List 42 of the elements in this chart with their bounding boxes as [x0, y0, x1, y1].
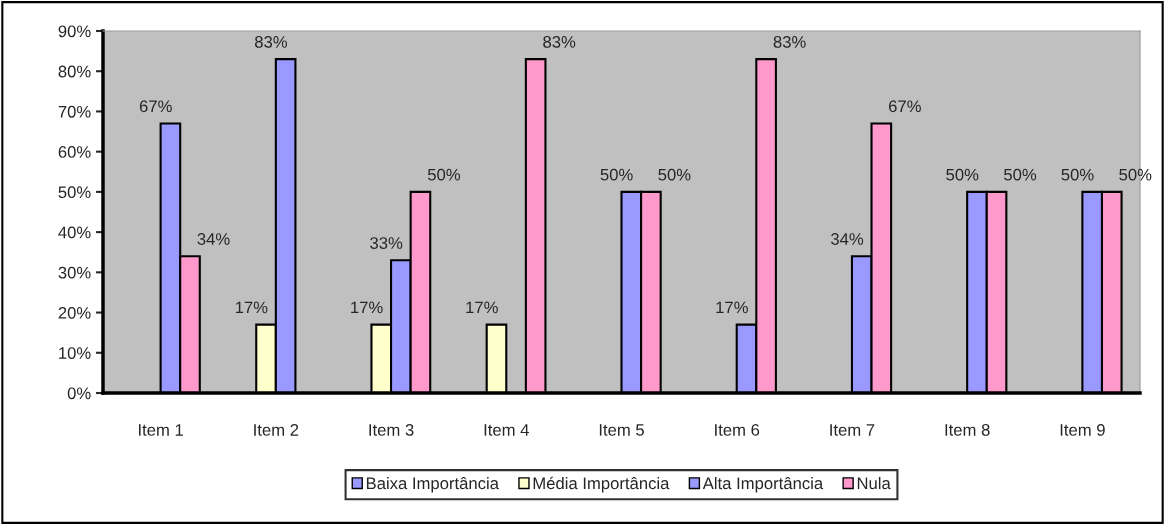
- x-tick-label: Item 5: [599, 424, 644, 436]
- data-label: 83%: [773, 36, 806, 48]
- y-tick-label: 70%: [58, 105, 91, 118]
- y-tick-label: 20%: [58, 306, 91, 319]
- data-label: 50%: [658, 168, 691, 181]
- x-tick-label: Item 7: [830, 424, 875, 436]
- data-label: 17%: [235, 301, 268, 314]
- data-label: 67%: [889, 100, 921, 113]
- data-label: 50%: [946, 168, 979, 181]
- y-tick-label: 30%: [58, 266, 91, 279]
- y-tick-label: 60%: [58, 146, 91, 158]
- legend-label: Baixa Importância: [366, 476, 499, 493]
- data-label: 33%: [370, 237, 403, 249]
- data-label: 17%: [351, 301, 383, 314]
- data-label: 50%: [1004, 168, 1037, 181]
- data-label: 34%: [831, 233, 864, 245]
- x-tick-label: Item 9: [1060, 424, 1105, 436]
- data-label: 50%: [427, 168, 461, 181]
- x-tick-label: Item 1: [139, 424, 183, 436]
- x-tick-label: Item 4: [484, 424, 529, 436]
- legend-label: Nula: [857, 476, 891, 490]
- y-tick-label: 50%: [58, 186, 91, 199]
- data-label: 83%: [543, 36, 576, 48]
- data-label: 50%: [1119, 168, 1152, 181]
- data-label: 50%: [1061, 168, 1094, 181]
- legend-label: Alta Importância: [702, 476, 824, 493]
- data-label: 50%: [600, 168, 633, 181]
- y-tick-label: 10%: [59, 347, 91, 359]
- data-label: 17%: [716, 301, 748, 314]
- x-tick-label: Item 8: [945, 424, 990, 436]
- legend-label: Média Importância: [533, 476, 670, 493]
- data-label: 17%: [466, 301, 498, 314]
- y-tick-label: 90%: [58, 25, 91, 38]
- y-tick-label: 0%: [67, 387, 91, 400]
- data-label: 67%: [139, 100, 172, 113]
- x-tick-label: Item 3: [369, 424, 414, 436]
- x-tick-label: Item 2: [254, 424, 299, 436]
- y-tick-label: 40%: [58, 226, 91, 239]
- y-tick-label: 80%: [58, 65, 91, 78]
- x-tick-label: Item 6: [715, 424, 760, 436]
- data-label: 83%: [254, 36, 288, 48]
- data-label: 34%: [197, 233, 230, 245]
